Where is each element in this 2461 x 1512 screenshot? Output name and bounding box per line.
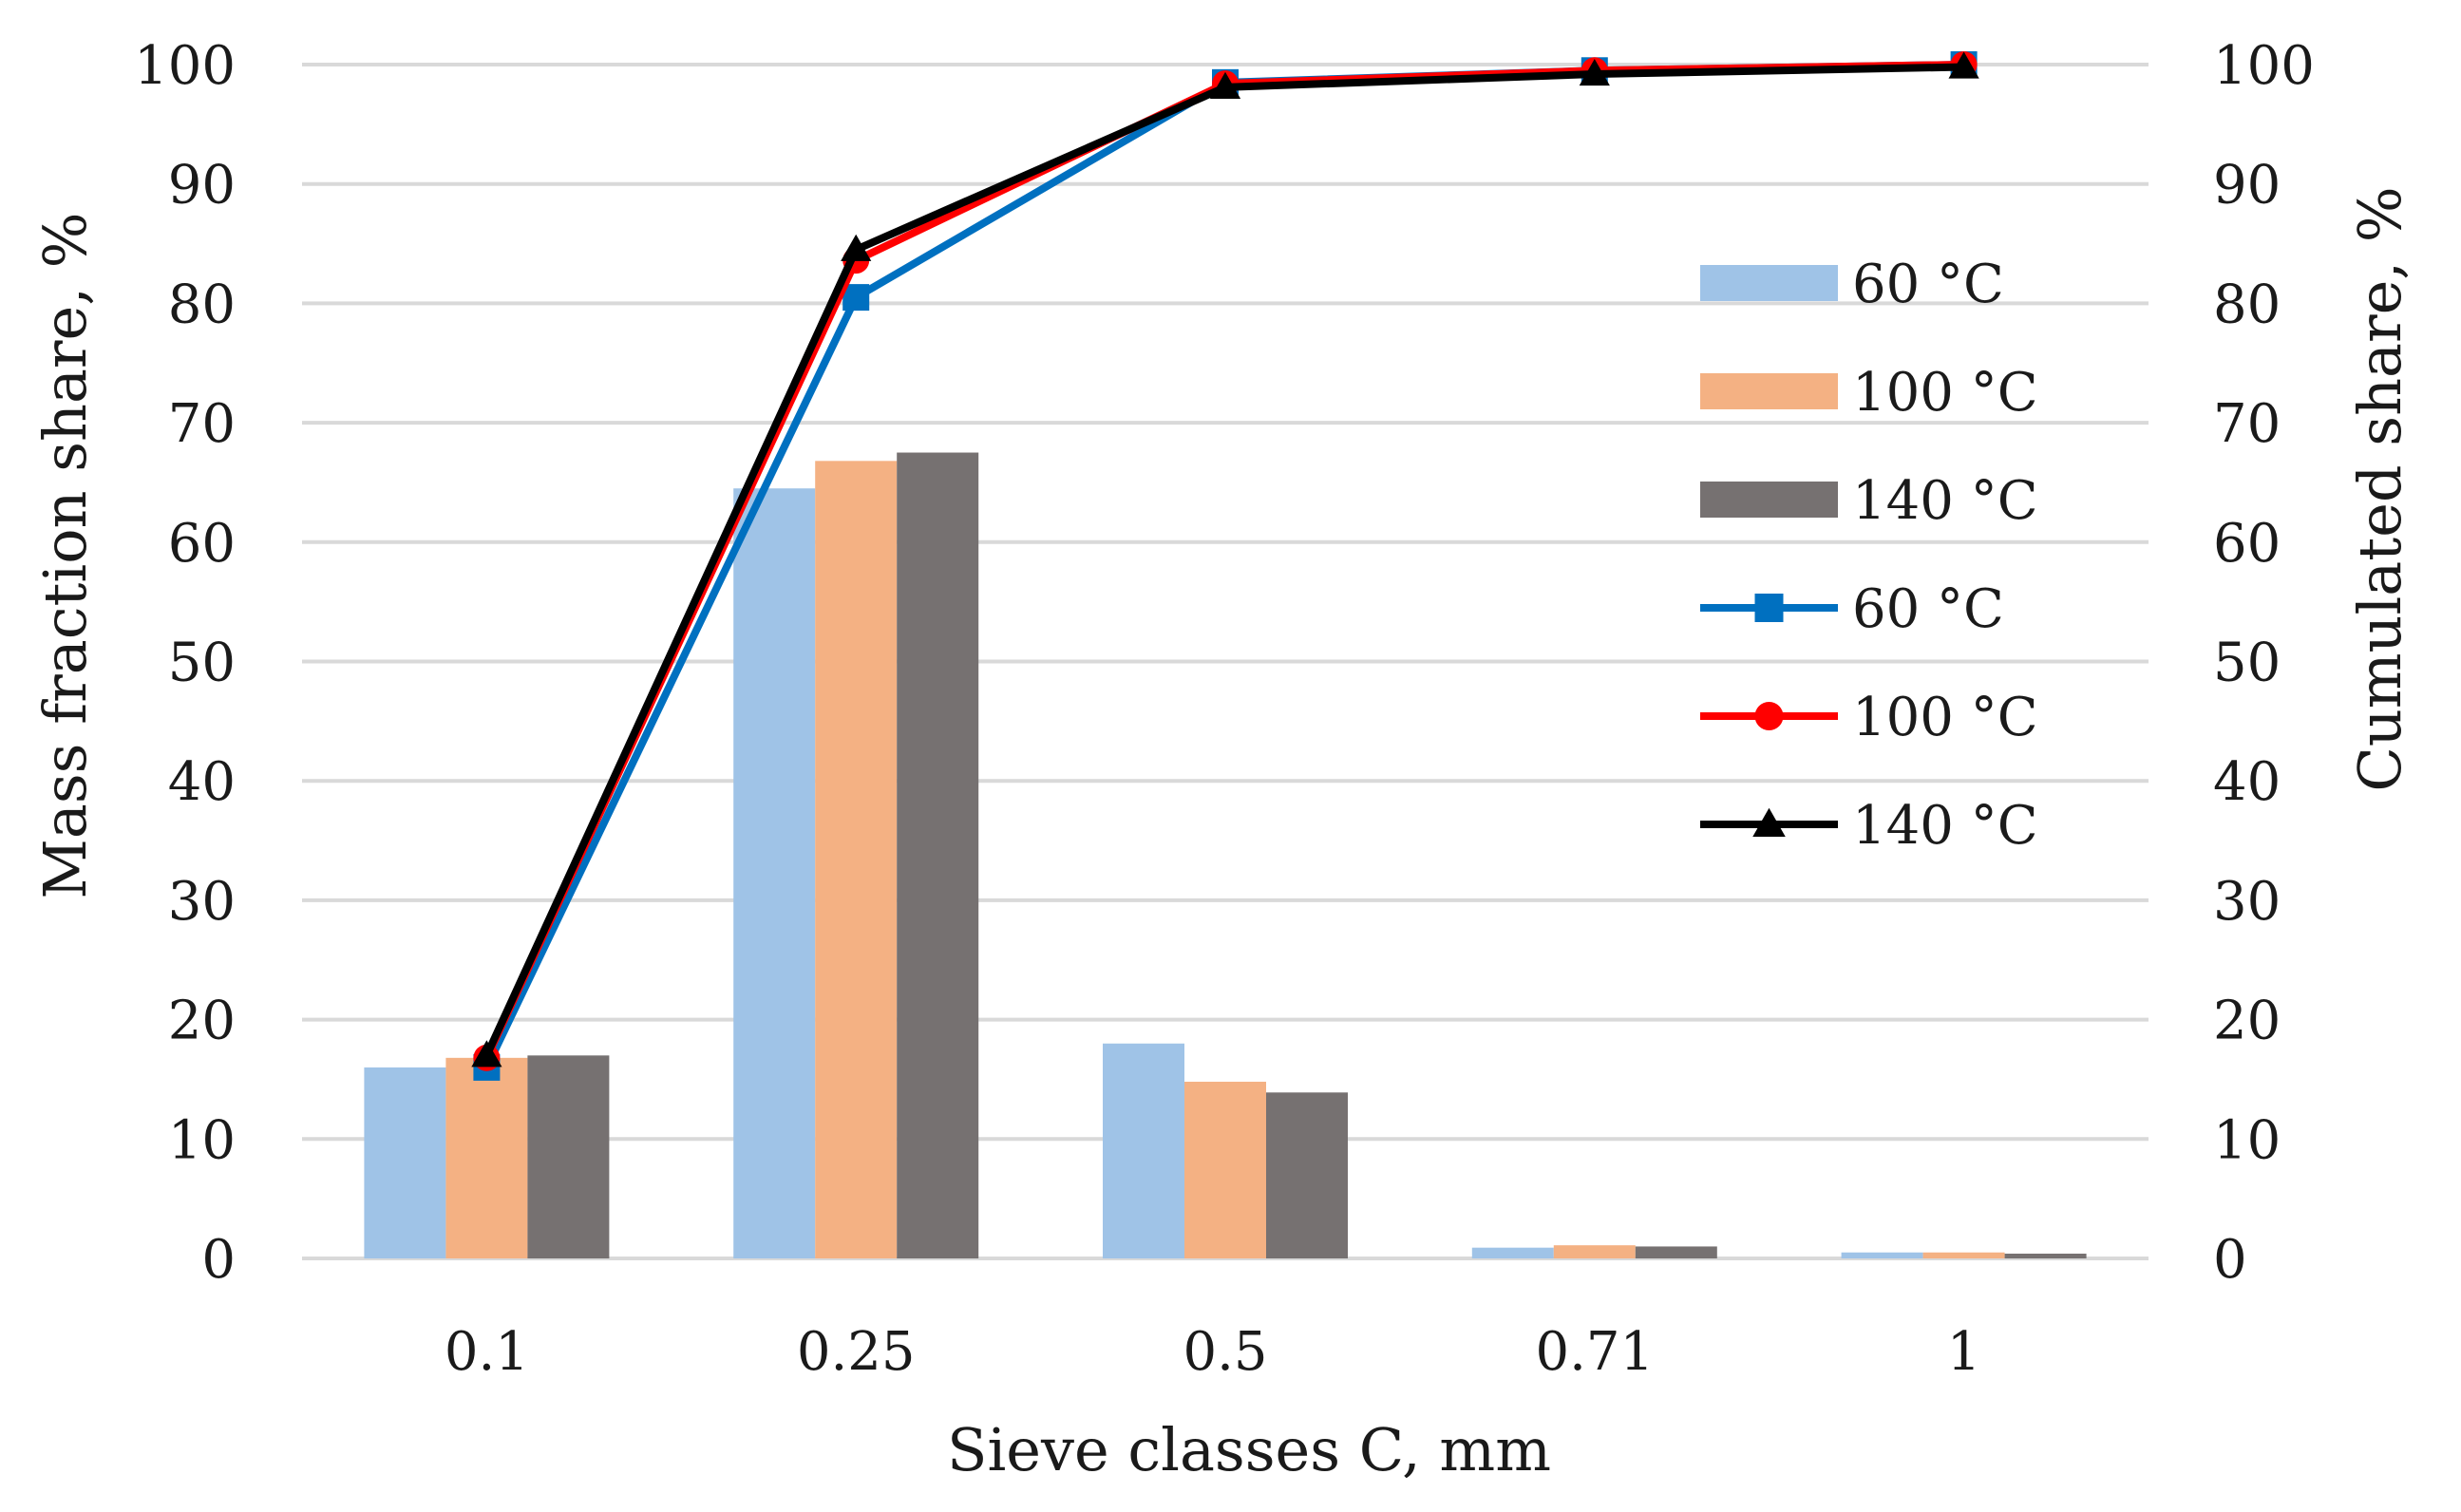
- y-left-tick-label: 30: [168, 871, 236, 933]
- legend-label: 140 °C: [1852, 795, 2038, 857]
- bar: [815, 461, 898, 1259]
- bar-series-group: [364, 452, 2087, 1259]
- y-right-tick-label: 100: [2213, 35, 2315, 97]
- series-line: [483, 61, 1964, 1060]
- line-marker: [841, 234, 872, 261]
- y-right-tick-label: 80: [2213, 274, 2281, 335]
- y-axis-left-ticks: 0 10 20 30 40 50 60 70 80 90 100: [134, 35, 236, 1291]
- y-left-tick-label: 40: [168, 751, 236, 813]
- y-right-tick-label: 60: [2213, 513, 2281, 575]
- y-right-tick-label: 10: [2213, 1109, 2281, 1171]
- x-tick-label: 0.25: [797, 1321, 916, 1383]
- x-tick-label: 1: [1947, 1321, 1981, 1383]
- legend-label: 100 °C: [1852, 687, 2038, 748]
- bar: [1184, 1081, 1266, 1258]
- bar: [2004, 1253, 2087, 1258]
- x-tick-label: 0.1: [445, 1321, 529, 1383]
- y-left-tick-label: 90: [168, 155, 236, 217]
- line-series-group: [471, 51, 1979, 1081]
- bar: [1922, 1252, 2005, 1258]
- legend-swatch: [1700, 482, 1838, 518]
- line-marker: [1752, 807, 1786, 837]
- line-marker: [1754, 702, 1784, 730]
- x-axis-title: Sieve classes C, mm: [947, 1415, 1551, 1484]
- y-right-tick-label: 30: [2213, 871, 2281, 933]
- x-axis-ticks: 0.1 0.25 0.5 0.71 1: [445, 1321, 1981, 1383]
- y-left-tick-label: 0: [201, 1229, 236, 1291]
- line-marker: [1754, 594, 1784, 622]
- gridlines: [302, 63, 2149, 1260]
- bar: [733, 488, 816, 1258]
- legend-label: 140 °C: [1852, 470, 2038, 532]
- bar: [1553, 1245, 1636, 1258]
- bar: [1103, 1043, 1184, 1258]
- legend-label: 60 °C: [1852, 254, 2004, 315]
- y-right-tick-label: 20: [2213, 991, 2281, 1052]
- bar: [1841, 1252, 1923, 1258]
- legend-swatch: [1700, 265, 1838, 301]
- y-left-tick-label: 80: [168, 274, 236, 335]
- y-right-tick-label: 70: [2213, 393, 2281, 455]
- legend-swatch: [1700, 373, 1838, 409]
- line-marker: [1579, 58, 1610, 86]
- bar: [1635, 1246, 1717, 1258]
- y-left-tick-label: 20: [168, 991, 236, 1052]
- series-line: [483, 63, 1964, 1057]
- y-left-tick-label: 100: [134, 35, 236, 97]
- y-axis-right-title: Cumulated share, %: [2345, 186, 2414, 791]
- y-axis-left-title: Mass fraction share, %: [30, 212, 100, 898]
- bar: [1266, 1092, 1348, 1258]
- bar: [445, 1057, 528, 1258]
- bar: [527, 1055, 610, 1258]
- line-marker: [471, 1040, 502, 1068]
- y-right-tick-label: 50: [2213, 633, 2281, 694]
- y-axis-right-ticks: 0 10 20 30 40 50 60 70 80 90 100: [2213, 35, 2315, 1291]
- y-right-tick-label: 90: [2213, 155, 2281, 217]
- x-tick-label: 0.5: [1183, 1321, 1267, 1383]
- line-marker: [1948, 51, 1979, 79]
- line-marker: [1209, 71, 1241, 99]
- legend-label: 100 °C: [1852, 362, 2038, 424]
- y-right-tick-label: 0: [2213, 1229, 2247, 1291]
- x-tick-label: 0.71: [1535, 1321, 1654, 1383]
- bar: [364, 1067, 446, 1258]
- y-left-tick-label: 70: [168, 393, 236, 455]
- legend: 60 °C 100 °C 140 °C 60 °C 100 °C 140 °C: [1700, 254, 2038, 857]
- y-left-tick-label: 50: [168, 633, 236, 694]
- y-right-tick-label: 40: [2213, 751, 2281, 813]
- y-left-tick-label: 60: [168, 513, 236, 575]
- legend-label: 60 °C: [1852, 578, 2004, 640]
- bar: [897, 452, 979, 1258]
- bar: [1471, 1247, 1554, 1258]
- y-left-tick-label: 10: [168, 1109, 236, 1171]
